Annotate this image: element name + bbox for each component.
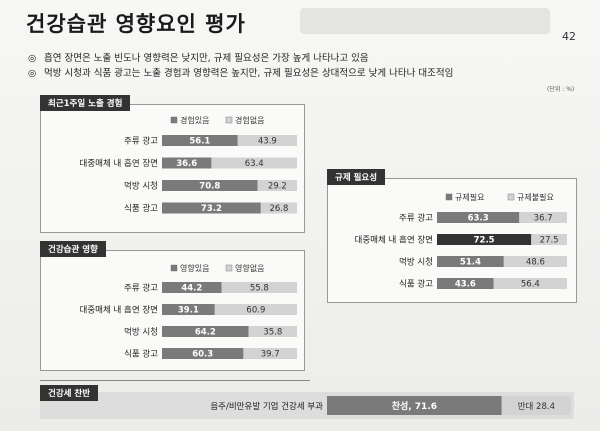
data-label: 63.4 (245, 159, 264, 169)
legend-swatch (225, 264, 233, 272)
bar-segment (493, 278, 567, 289)
bar-segment (162, 202, 261, 214)
bullet-mark: ◎ (28, 68, 37, 79)
unit-label: (단위 : %) (547, 86, 575, 93)
page-number: 42 (562, 30, 576, 43)
legend-swatch (170, 264, 178, 272)
bullet-1: ◎ 흡연 장면은 노출 빈도나 영향력은 낮지만, 규제 필요성은 가장 높게 나… (28, 53, 558, 65)
data-label: 43.6 (455, 280, 476, 290)
bullet-text: 흡연 장면은 노출 빈도나 영향력은 낮지만, 규제 필요성은 가장 높게 나타… (44, 53, 369, 64)
data-label: 반대 28.4 (518, 401, 555, 412)
bar-segment (437, 256, 504, 267)
category-label: 음주/비만유발 기업 건강세 부과 (210, 401, 323, 412)
data-label: 60.3 (192, 350, 213, 360)
bar-segment (327, 396, 502, 415)
data-label: 44.2 (181, 284, 202, 294)
bar-segment (257, 180, 297, 191)
bar-segment (531, 234, 567, 245)
legend-label: 규제필요 (455, 192, 484, 202)
category-label: 대중매체 내 흡연 장면 (80, 158, 159, 169)
category-label: 먹방 시청 (124, 327, 158, 338)
bullet-mark: ◎ (28, 53, 37, 64)
legend-label: 경험있음 (180, 115, 209, 125)
bar-segment (501, 396, 571, 415)
panel-tax-title: 건강세 찬반 (40, 385, 99, 401)
bar-segment (162, 135, 238, 146)
bar-segment (503, 256, 567, 267)
bar-segment (237, 135, 297, 146)
data-label: 72.5 (474, 236, 495, 246)
data-label: 36.7 (534, 214, 553, 224)
category-label: 식품 광고 (124, 203, 158, 214)
data-label: 찬성, 71.6 (392, 400, 437, 412)
bullet-text: 먹방 시청과 식품 광고는 노출 경험과 영향력은 높지만, 규제 필요성은 상… (44, 68, 454, 79)
data-label: 48.6 (526, 258, 545, 268)
category-label: 주류 광고 (399, 213, 433, 224)
category-label: 주류 광고 (124, 136, 158, 147)
bar-segment (519, 212, 567, 223)
legend-swatch (445, 193, 453, 201)
data-label: 43.9 (258, 137, 277, 147)
data-label: 39.1 (178, 306, 199, 316)
bar-segment (437, 234, 532, 245)
legend-swatch (170, 116, 178, 124)
divider-line (40, 380, 310, 381)
data-label: 51.4 (460, 258, 481, 268)
legend-label: 규제불필요 (517, 192, 554, 202)
bar-segment (214, 304, 297, 315)
category-label: 먹방 시청 (399, 257, 433, 268)
title-shadow (300, 8, 550, 34)
bar-segment (162, 157, 212, 169)
data-label: 56.4 (521, 280, 540, 290)
data-label: 27.5 (540, 236, 559, 246)
bar-segment (248, 326, 297, 337)
chart-tax: 음주/비만유발 기업 건강세 부과 찬성, 71.6 반대 28.4 (210, 396, 571, 415)
bar-segment (162, 180, 258, 191)
panel-regulation-title: 규제 필요성 (327, 169, 386, 185)
legend-swatch (507, 193, 515, 201)
bar-segment (162, 348, 244, 359)
data-label: 60.9 (246, 306, 265, 316)
legend-label: 영향없음 (235, 263, 264, 273)
category-label: 먹방 시청 (124, 181, 158, 192)
data-label: 56.1 (189, 137, 210, 147)
data-label: 29.2 (268, 182, 287, 192)
data-label: 63.3 (468, 214, 489, 224)
bar-segment (243, 348, 297, 359)
bar-segment (162, 326, 249, 337)
page-title: 건강습관 영향요인 평가 (26, 12, 246, 36)
category-label: 대중매체 내 흡연 장면 (80, 305, 159, 316)
bar-segment (437, 278, 494, 289)
data-label: 35.8 (263, 328, 282, 338)
bullet-2: ◎ 먹방 시청과 식품 광고는 노출 경험과 영향력은 높지만, 규제 필요성은 … (28, 68, 543, 80)
data-label: 73.2 (201, 204, 222, 214)
category-label: 식품 광고 (399, 279, 433, 290)
bar-segment (221, 282, 297, 293)
category-label: 대중매체 내 흡연 장면 (355, 235, 434, 246)
panel-influence-title: 건강습관 영향 (40, 241, 106, 257)
panel-exposure-title: 최근1주일 노출 경험 (40, 95, 131, 111)
legend-swatch (225, 116, 233, 124)
category-label: 식품 광고 (124, 349, 158, 360)
category-label: 주류 광고 (124, 283, 158, 294)
data-label: 26.8 (269, 204, 288, 214)
bar-segment (437, 212, 520, 223)
data-label: 39.7 (261, 350, 280, 360)
legend-label: 경험없음 (235, 115, 264, 125)
bar-segment (162, 304, 215, 315)
legend-label: 영향있음 (180, 263, 209, 273)
data-label: 55.8 (250, 284, 269, 294)
bar-segment (211, 157, 297, 169)
data-label: 64.2 (195, 328, 216, 338)
bar-segment (162, 282, 222, 293)
data-label: 36.6 (176, 159, 197, 169)
data-label: 70.8 (199, 182, 220, 192)
bar-segment (260, 202, 297, 214)
